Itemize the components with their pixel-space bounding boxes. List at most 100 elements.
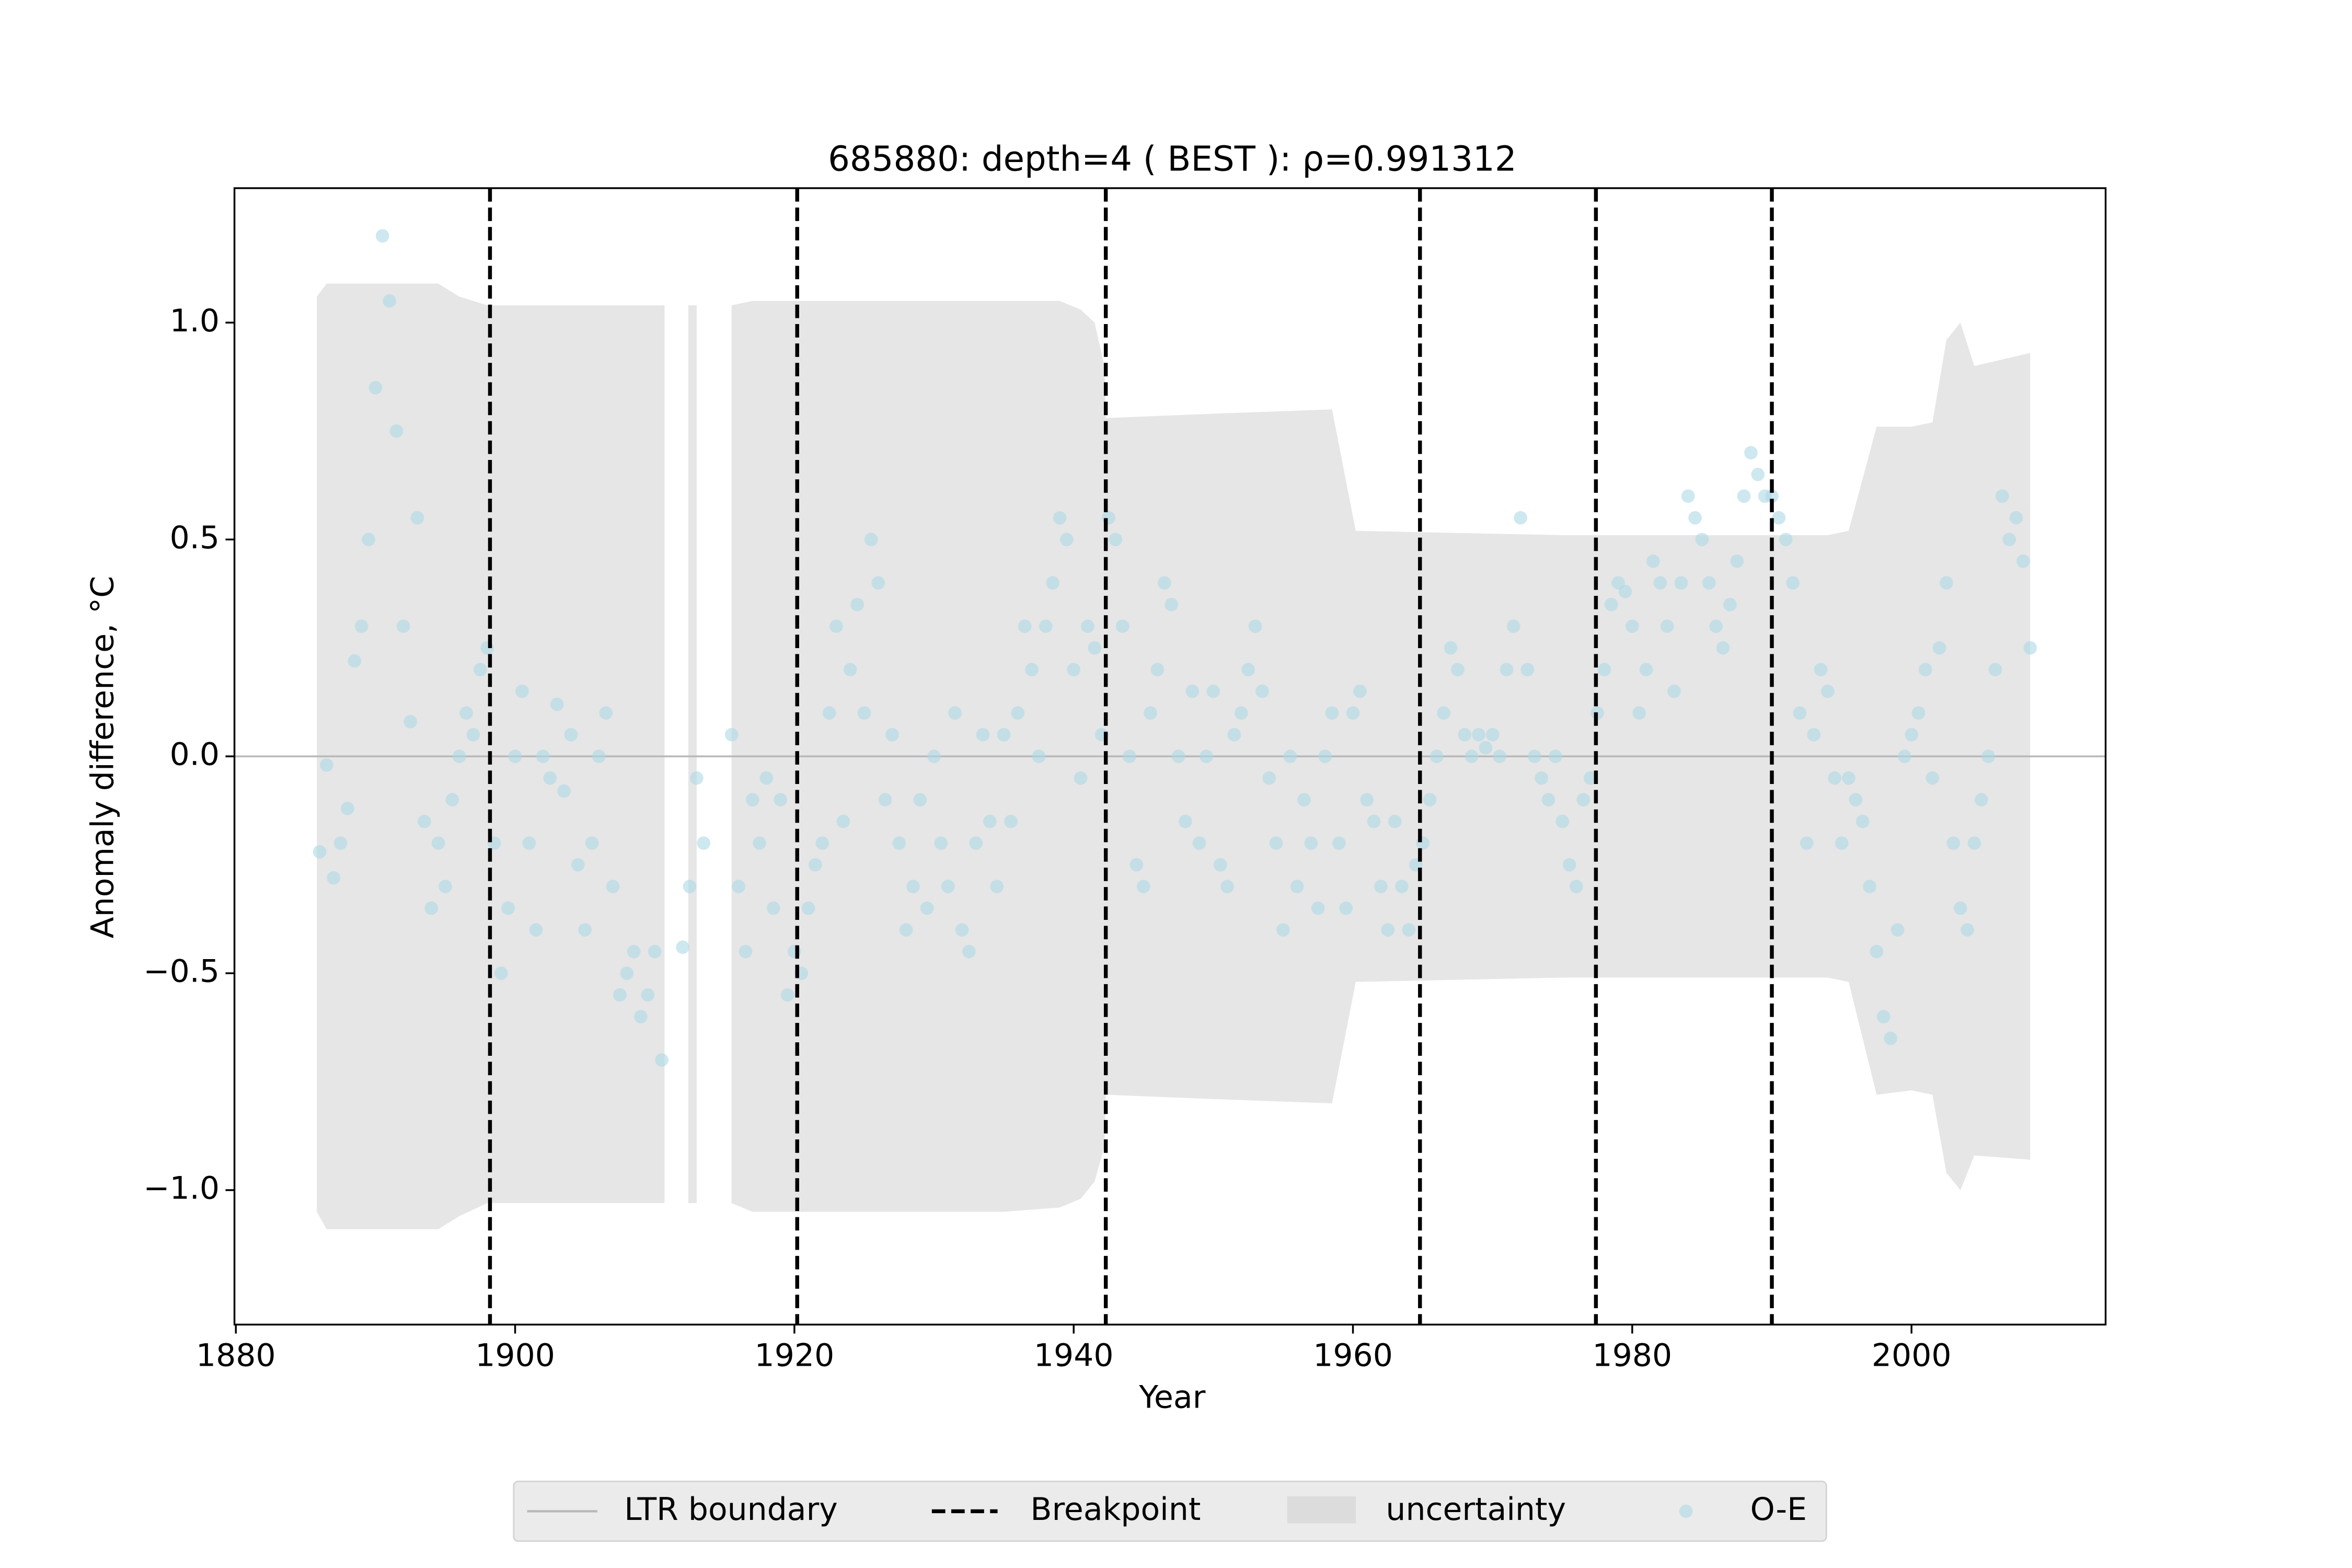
data-point (571, 858, 585, 872)
legend-label: O-E (1750, 1491, 1807, 1528)
data-point (1165, 597, 1179, 612)
data-point (1807, 728, 1821, 742)
data-point (1200, 750, 1213, 763)
data-point (1618, 584, 1632, 598)
data-point (1632, 706, 1646, 720)
data-point (780, 988, 794, 1002)
data-point (396, 619, 410, 633)
data-point (1897, 750, 1911, 763)
data-point (418, 814, 431, 828)
data-point (759, 771, 774, 785)
data-point (1709, 619, 1723, 633)
data-point (445, 793, 459, 806)
data-point (634, 1010, 648, 1023)
data-point (1206, 684, 1220, 698)
data-point (1793, 706, 1807, 720)
data-point (410, 511, 424, 525)
data-point (383, 294, 396, 308)
data-point (997, 728, 1011, 742)
data-point (1555, 814, 1570, 828)
data-point (1444, 641, 1458, 655)
data-point (1429, 750, 1444, 763)
data-point (341, 801, 354, 815)
data-point (1911, 706, 1926, 720)
data-point (501, 901, 515, 915)
data-point (1940, 576, 1953, 590)
data-point (1981, 750, 1996, 763)
data-point (522, 836, 536, 850)
data-point (1192, 836, 1206, 850)
data-point (1653, 576, 1667, 590)
data-point (690, 771, 704, 785)
data-point (2002, 533, 2016, 547)
data-point (732, 880, 745, 893)
data-point (1751, 467, 1765, 481)
data-point (1946, 836, 1961, 850)
chart-title: 685880: depth=4 ( BEST ): ρ=0.991312 (828, 140, 1517, 179)
data-point (1423, 793, 1437, 806)
data-point (745, 793, 759, 806)
data-point (1171, 750, 1185, 763)
data-point (1730, 554, 1744, 568)
data-point (1849, 793, 1863, 806)
data-point (1053, 511, 1067, 525)
data-point (836, 814, 850, 828)
data-point (1290, 880, 1304, 893)
y-tick-label: 0.5 (170, 520, 220, 556)
x-tick-label: 1960 (1313, 1338, 1393, 1374)
data-point (1067, 663, 1081, 677)
data-point (564, 728, 578, 742)
data-point (459, 706, 473, 720)
data-point (1018, 619, 1032, 633)
data-point (1779, 533, 1793, 547)
data-point (2023, 641, 2037, 655)
data-point (2016, 554, 2030, 568)
data-point (1821, 684, 1835, 698)
data-point (1144, 706, 1158, 720)
data-point (1919, 663, 1932, 677)
data-point (641, 988, 655, 1002)
data-point (1123, 750, 1136, 763)
data-point (1786, 576, 1800, 590)
data-point (1129, 858, 1144, 872)
data-point (620, 966, 634, 980)
data-point (320, 758, 333, 772)
data-point (1667, 684, 1681, 698)
data-point (753, 836, 766, 850)
data-point (927, 750, 941, 763)
data-point (599, 706, 613, 720)
data-point (1451, 663, 1465, 677)
y-tick-label: 0.0 (170, 736, 220, 773)
legend-uncertainty-swatch (1287, 1496, 1356, 1524)
data-point (1528, 750, 1541, 763)
data-point (1974, 793, 1988, 806)
data-point (920, 901, 934, 915)
x-tick-label: 1920 (755, 1338, 835, 1374)
data-point (1367, 814, 1381, 828)
data-point (1479, 741, 1493, 755)
data-point (1562, 858, 1576, 872)
data-point (1967, 836, 1981, 850)
data-point (1988, 663, 2002, 677)
data-point (543, 771, 557, 785)
data-point (1905, 728, 1919, 742)
data-point (683, 880, 697, 893)
x-tick-label: 1880 (196, 1338, 276, 1374)
data-point (1339, 901, 1353, 915)
data-point (1255, 684, 1269, 698)
data-point (697, 836, 711, 850)
data-point (1011, 706, 1025, 720)
data-point (1493, 750, 1506, 763)
data-point (1220, 880, 1234, 893)
data-point (1835, 836, 1849, 850)
data-point (1828, 771, 1842, 785)
y-axis-label: Anomaly difference, °C (85, 576, 121, 939)
data-point (452, 750, 466, 763)
data-point (1158, 576, 1171, 590)
uncertainty-band (688, 305, 697, 1203)
data-point (1884, 1031, 1897, 1045)
data-point (1570, 880, 1583, 893)
data-point (864, 533, 878, 547)
data-point (1150, 663, 1165, 677)
data-point (1437, 706, 1451, 720)
